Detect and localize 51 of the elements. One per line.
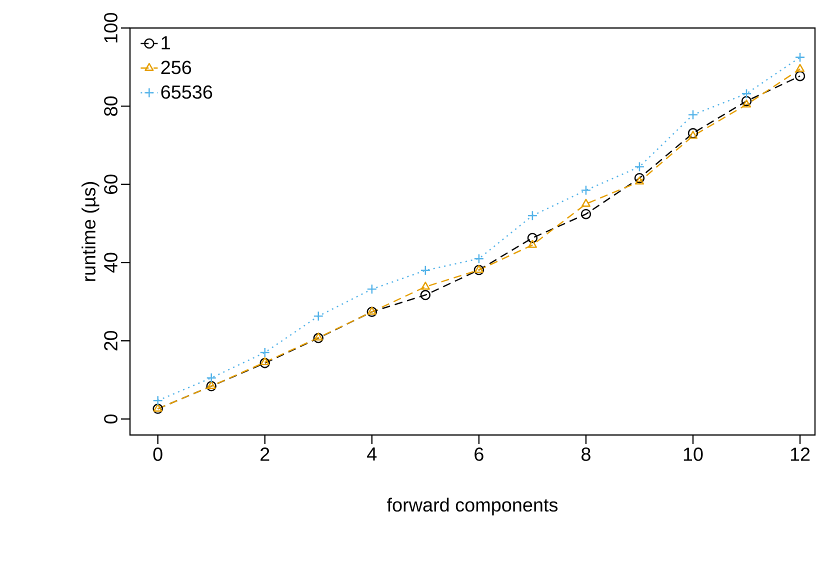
y-tick-label: 20	[104, 330, 118, 350]
y-axis-title: runtime (µs)	[82, 182, 100, 281]
x-tick-label: 4	[367, 448, 377, 461]
point	[741, 88, 752, 99]
point	[260, 358, 270, 368]
x-tick-label: 2	[260, 448, 270, 461]
point	[260, 357, 270, 366]
point	[634, 172, 645, 184]
point	[634, 162, 645, 172]
point	[420, 282, 430, 290]
y-tick-label: 40	[104, 252, 118, 273]
y-tick-label: 100	[104, 12, 118, 42]
point	[741, 96, 752, 106]
point	[313, 311, 324, 322]
point	[260, 347, 270, 358]
point	[634, 176, 644, 185]
point	[795, 64, 805, 72]
point	[688, 110, 698, 120]
point	[474, 264, 484, 276]
point	[581, 198, 590, 207]
point	[794, 52, 806, 62]
point	[474, 264, 484, 273]
x-tick-label: 8	[582, 448, 590, 461]
x-tick-label: 6	[474, 448, 484, 461]
y-tick-label: 0	[104, 414, 118, 424]
point	[152, 395, 163, 406]
legend-label: 1	[162, 36, 170, 50]
y-tick-label: 80	[104, 96, 118, 116]
point	[527, 210, 538, 221]
point	[313, 332, 324, 344]
point	[420, 290, 431, 300]
point	[688, 130, 698, 139]
y-tick-label: 60	[104, 174, 118, 194]
point	[420, 265, 431, 276]
point	[528, 240, 537, 248]
point	[580, 185, 592, 196]
x-tick-label: 0	[153, 448, 162, 461]
legend-label: 256	[161, 60, 192, 74]
point	[688, 128, 698, 138]
point	[527, 232, 538, 244]
point	[742, 99, 752, 108]
x-tick-label: 10	[684, 448, 703, 461]
point	[314, 332, 323, 341]
point	[474, 254, 484, 264]
point	[366, 284, 378, 294]
point	[794, 70, 806, 82]
legend-label: 65536	[161, 85, 212, 99]
x-tick-label: 12	[790, 448, 810, 461]
point	[206, 372, 216, 384]
point	[580, 208, 592, 220]
x-axis-title: forward components	[387, 498, 558, 516]
